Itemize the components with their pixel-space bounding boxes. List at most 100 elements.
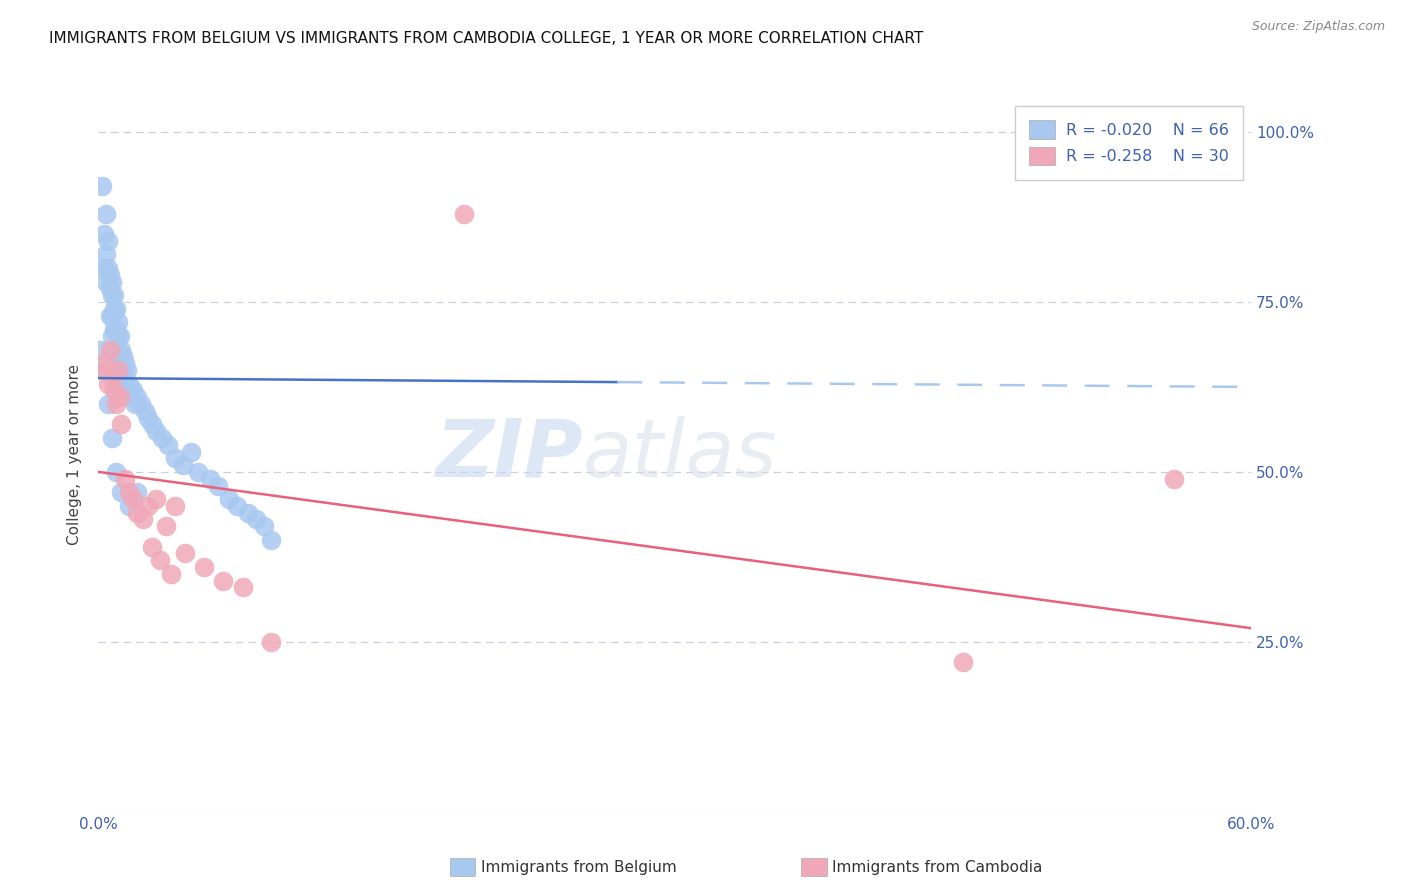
Legend: R = -0.020    N = 66, R = -0.258    N = 30: R = -0.020 N = 66, R = -0.258 N = 30 (1015, 106, 1243, 180)
Point (114, 356, 136, 370)
Point (107, 329, 129, 343)
Point (108, 390, 131, 404)
Point (160, 566, 183, 581)
Point (108, 350, 131, 364)
Point (107, 315, 129, 329)
Point (125, 390, 148, 404)
Point (98, 343, 121, 357)
Point (93, 260, 115, 275)
Text: IMMIGRANTS FROM BELGIUM VS IMMIGRANTS FROM CAMBODIA COLLEGE, 1 YEAR OR MORE CORR: IMMIGRANTS FROM BELGIUM VS IMMIGRANTS FR… (49, 31, 924, 46)
Point (174, 546, 197, 560)
Point (110, 343, 132, 357)
Point (118, 376, 141, 391)
Point (104, 322, 127, 336)
Point (187, 465, 209, 479)
Point (138, 410, 160, 425)
Point (212, 574, 235, 588)
Text: ZIP: ZIP (436, 416, 582, 494)
Point (110, 485, 132, 500)
Point (110, 363, 132, 377)
Point (198, 472, 221, 486)
Point (134, 403, 156, 417)
Point (101, 431, 124, 445)
Point (104, 301, 127, 316)
Point (1163, 472, 1185, 486)
Point (93, 227, 115, 241)
Point (145, 492, 167, 507)
Point (114, 472, 136, 486)
Point (107, 350, 129, 364)
Point (125, 506, 148, 520)
Point (172, 458, 194, 472)
Point (207, 478, 229, 492)
Y-axis label: College, 1 year or more: College, 1 year or more (67, 365, 83, 545)
Point (238, 506, 260, 520)
Point (98, 268, 121, 282)
Point (165, 499, 187, 513)
Point (149, 553, 172, 567)
Point (101, 369, 124, 384)
Point (124, 397, 146, 411)
Point (118, 499, 141, 513)
Point (112, 350, 135, 364)
Point (93, 356, 115, 370)
Point (453, 207, 475, 221)
Text: Immigrants from Belgium: Immigrants from Belgium (481, 860, 676, 874)
Point (98, 309, 121, 323)
Point (253, 519, 276, 533)
Text: atlas: atlas (582, 416, 778, 494)
Point (122, 384, 145, 398)
Point (117, 363, 139, 377)
Point (97, 260, 120, 275)
Point (103, 384, 125, 398)
Point (101, 329, 124, 343)
Point (952, 655, 974, 669)
Point (260, 533, 283, 547)
Point (94, 247, 117, 261)
Point (193, 560, 215, 574)
Point (97, 397, 120, 411)
Point (260, 635, 283, 649)
Point (103, 301, 125, 316)
Point (103, 288, 125, 302)
Point (150, 431, 173, 445)
Point (110, 417, 132, 432)
Point (122, 492, 145, 507)
Point (245, 512, 267, 526)
Point (112, 369, 135, 384)
Point (156, 438, 179, 452)
Point (231, 581, 254, 595)
Point (97, 376, 120, 391)
Point (104, 397, 127, 411)
Point (93, 363, 115, 377)
Point (138, 499, 160, 513)
Point (120, 390, 142, 404)
Text: Source: ZipAtlas.com: Source: ZipAtlas.com (1251, 20, 1385, 33)
Point (94, 363, 117, 377)
Point (145, 424, 167, 438)
Text: Immigrants from Cambodia: Immigrants from Cambodia (832, 860, 1043, 874)
Point (117, 384, 139, 398)
Point (141, 540, 163, 554)
Point (104, 343, 127, 357)
Point (129, 397, 152, 411)
Point (225, 499, 247, 513)
Point (94, 275, 117, 289)
Point (218, 492, 240, 507)
Point (89, 343, 111, 357)
Point (114, 376, 136, 391)
Point (131, 512, 153, 526)
Point (98, 281, 121, 295)
Point (104, 465, 127, 479)
Point (103, 322, 125, 336)
Point (91, 179, 114, 194)
Point (180, 444, 202, 458)
Point (108, 329, 131, 343)
Point (165, 451, 187, 466)
Point (97, 234, 120, 248)
Point (101, 288, 124, 302)
Point (118, 485, 141, 500)
Point (107, 363, 129, 377)
Point (155, 519, 177, 533)
Point (94, 207, 117, 221)
